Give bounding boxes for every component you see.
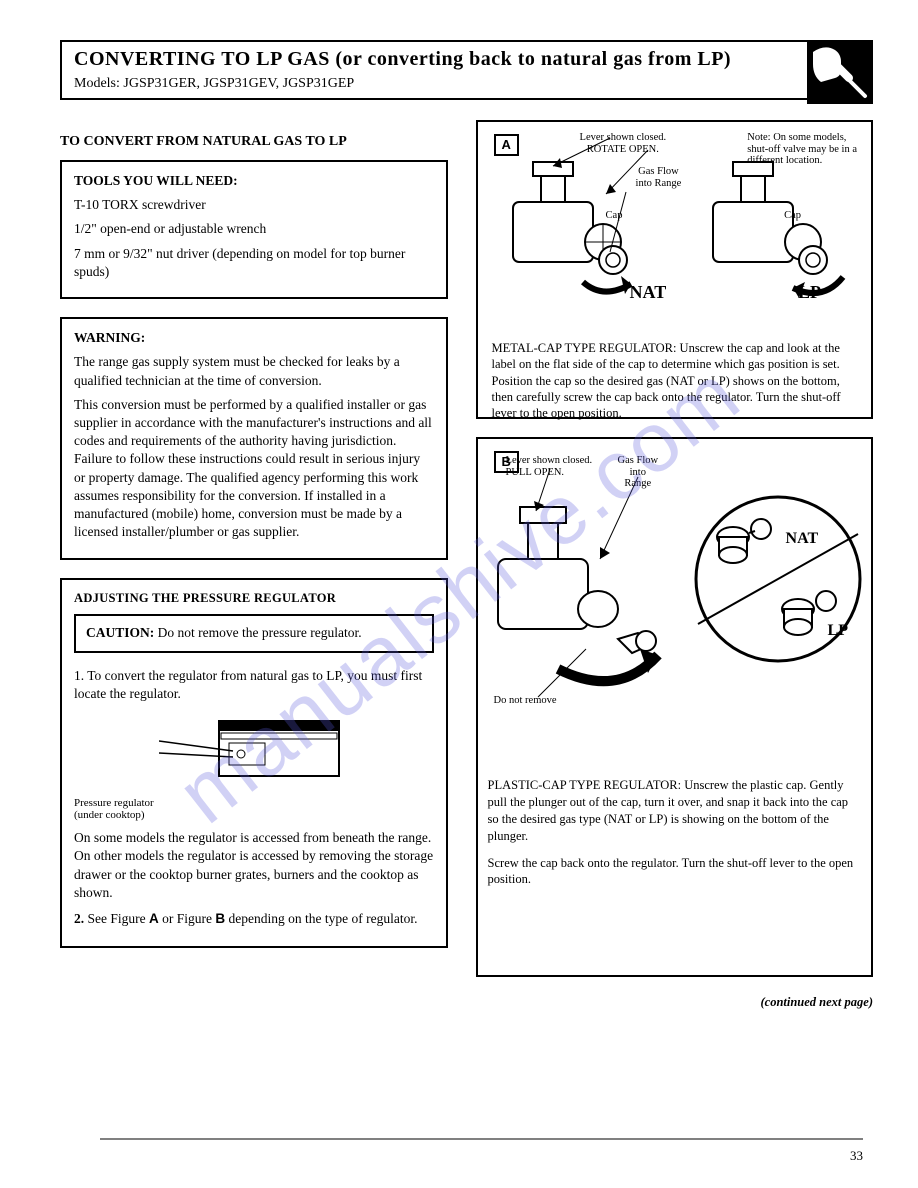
fig-b-lp-label: LP <box>828 621 848 640</box>
right-column: A Lever shown closed. ROTATE OPEN. Gas F… <box>476 120 873 1010</box>
figure-a-graphic: A Lever shown closed. ROTATE OPEN. Gas F… <box>488 132 861 407</box>
inner-warning-text: Do not remove the pressure regulator. <box>158 625 362 640</box>
fig-a-flow-label: Gas Flow into Range <box>636 166 682 189</box>
fig-b-lever-label: Lever shown closed. PULL OPEN. <box>506 455 593 478</box>
fig-b-caption-1: PLASTIC-CAP TYPE REGULATOR: Unscrew the … <box>488 777 861 845</box>
regulator-steps-box: ADJUSTING THE PRESSURE REGULATOR CAUTION… <box>60 578 448 949</box>
fig-a-note-label: Note: On some models, shut-off valve may… <box>747 132 857 167</box>
header-band: CONVERTING TO LP GAS (or converting back… <box>60 40 873 100</box>
figure-b-graphic: B Lever shown closed. PULL OPEN. Gas Flo… <box>488 449 861 759</box>
two-column-layout: TO CONVERT FROM NATURAL GAS TO LP TOOLS … <box>60 120 873 1010</box>
cooktop-diagram <box>159 711 349 791</box>
screwdriver-hand-icon <box>807 40 873 104</box>
step-2-txt: See Figure <box>88 911 146 926</box>
tool-item-1: T-10 TORX screwdriver <box>74 196 434 214</box>
step-2-a: A <box>149 911 159 926</box>
cooktop-label-2: (under cooktop) <box>74 809 145 821</box>
step-2-num: 2. <box>74 911 84 926</box>
fig-b-caption-2: Screw the cap back onto the regulator. T… <box>488 855 861 889</box>
figure-a-badge: A <box>494 134 519 156</box>
fig-a-nat-label: NAT <box>630 282 667 304</box>
footer-rule <box>100 1138 863 1140</box>
step-2-or: or Figure <box>162 911 212 926</box>
step-1b: On some models the regulator is accessed… <box>74 829 434 902</box>
inner-warning-caution: CAUTION: <box>86 625 158 640</box>
step-2: 2. See Figure A or Figure B depending on… <box>74 910 434 928</box>
warning-body-1: The range gas supply system must be chec… <box>74 353 434 389</box>
tool-item-3: 7 mm or 9/32" nut driver (depending on m… <box>74 245 434 281</box>
left-column: TO CONVERT FROM NATURAL GAS TO LP TOOLS … <box>60 120 448 1010</box>
tools-box: TOOLS YOU WILL NEED: T-10 TORX screwdriv… <box>60 160 448 299</box>
step-1: 1. To convert the regulator from natural… <box>74 667 434 703</box>
fig-b-remove-label: Do not remove <box>494 695 557 707</box>
tool-item-2: 1/2" open-end or adjustable wrench <box>74 220 434 238</box>
warning-body-2: This conversion must be performed by a q… <box>74 396 434 542</box>
fig-a-cap-label: Cap <box>606 210 623 222</box>
continued-next-page: (continued next page) <box>476 995 873 1010</box>
page-subtitle: Models: JGSP31GER, JGSP31GEV, JGSP31GEP <box>74 76 354 92</box>
section-heading-convert: TO CONVERT FROM NATURAL GAS TO LP <box>60 134 448 150</box>
cooktop-label-1: Pressure regulator <box>74 797 154 809</box>
fig-b-nat-label: NAT <box>786 529 819 548</box>
tools-label: TOOLS YOU WILL NEED: <box>74 172 434 190</box>
fig-b-flow-label: Gas Flow into Range <box>618 455 659 490</box>
page-root: CONVERTING TO LP GAS (or converting back… <box>0 0 918 1188</box>
step-2-b: B <box>215 911 225 926</box>
inner-warning: CAUTION: Do not remove the pressure regu… <box>74 614 434 652</box>
warning-label: WARNING: <box>74 329 434 347</box>
page-number: 33 <box>850 1148 863 1164</box>
fig-a-lever-label: Lever shown closed. ROTATE OPEN. <box>580 132 667 155</box>
figure-a-box: A Lever shown closed. ROTATE OPEN. Gas F… <box>476 120 873 419</box>
warning-box: WARNING: The range gas supply system mus… <box>60 317 448 559</box>
page-title: CONVERTING TO LP GAS (or converting back… <box>74 48 731 71</box>
fig-a-cap-label-2: Cap <box>784 210 801 222</box>
steps-heading: ADJUSTING THE PRESSURE REGULATOR <box>74 590 434 607</box>
figure-b-box: B Lever shown closed. PULL OPEN. Gas Flo… <box>476 437 873 977</box>
step-2-end: depending on the type of regulator. <box>229 911 418 926</box>
fig-a-caption: METAL-CAP TYPE REGULATOR: Unscrew the ca… <box>492 340 857 421</box>
fig-a-lp-label: LP <box>798 282 821 304</box>
